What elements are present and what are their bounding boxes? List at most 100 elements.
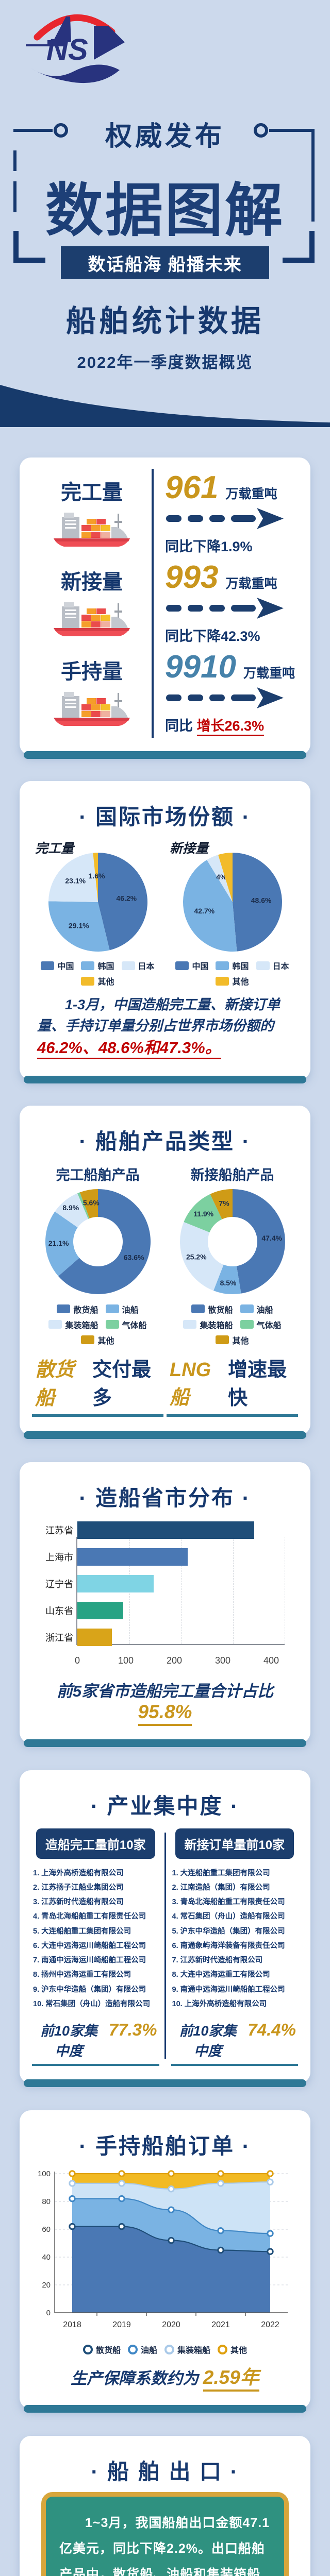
legend-item-气体船: 气体船 (105, 1318, 147, 1331)
deco-line-right (269, 129, 315, 132)
legend-item-韩国: 韩国 (81, 959, 114, 972)
legend-label: 韩国 (232, 962, 249, 971)
card-accent-bar (24, 2405, 306, 2413)
swoosh-divider (0, 385, 330, 427)
company-list-item: 7. 江苏新时代造船有限公司 (172, 1956, 263, 1965)
stat-unit: 万载重吨 (225, 487, 277, 501)
deco-corner-right-h (283, 258, 315, 263)
data-point-散货船-2018 (69, 2223, 76, 2230)
legend-item-集装箱船: 集装箱船 (48, 1318, 98, 1331)
province-bar-chart: 江苏省 上海市 辽宁省 山东省 浙江省 0 100 200 300 400 (33, 1521, 285, 1668)
card-accent-bar (24, 1075, 306, 1083)
note-highlight: 95.8% (138, 1701, 192, 1726)
bar-江苏省 (77, 1521, 255, 1539)
card-industry-concentration: · 产业集中度 · 造船完工量前10家 1. 上海外高桥造船有限公司 2. 江苏扬… (20, 1770, 310, 2088)
legend-label: 韩国 (97, 962, 114, 971)
dashed-arrow-icon (166, 508, 284, 529)
dashed-arrow-icon (165, 685, 298, 713)
bar-山东省 (77, 1601, 124, 1619)
callout-text: 交付最多 (92, 1359, 152, 1409)
slice-label: 47.4% (261, 1233, 282, 1242)
donut-title: 完工船舶产品 (56, 1167, 140, 1183)
card-accent-bar (24, 1431, 306, 1439)
cansi-logo: NS (26, 14, 125, 83)
note-highlight: 46.2%、48.6%和47.3%。 (37, 1039, 221, 1059)
legend-label: 气体船 (256, 1321, 282, 1330)
data-point-散货船-2021 (217, 2246, 224, 2254)
donut-chart-completed: 63.6% 21.1% 8.9% 5.6% (41, 1185, 155, 1301)
ship-icon (51, 599, 133, 642)
exports-paragraph-1: 1~3月，我国船舶出口金额47.1亿美元，同比下降2.2%。出口船舶产品中，散货… (59, 2516, 270, 2576)
pie-title: 完工量 (35, 841, 74, 856)
ship-icon (54, 512, 130, 547)
stat-value: 993 (165, 560, 219, 595)
stat-note-red: 增长26.3% (196, 718, 265, 736)
slice-韩国 (183, 859, 237, 952)
stat-unit: 万载重吨 (225, 577, 277, 591)
bar-track (77, 1548, 271, 1566)
completed-products-donut-group: 完工船舶产品 63.6% 21.1% 8.9% 5.6% 散货船 油船 集装箱船 气体船 其他… (32, 1161, 163, 1418)
note-text: 前5家省市造船完工量合计占比 (56, 1682, 274, 1700)
note-text: 生产保障系数约为 (71, 2369, 203, 2388)
legend-item-日本: 日本 (256, 959, 289, 972)
legend-swatch (216, 1335, 229, 1344)
new-products-donut-group: 新接船舶产品 47.4% 8.5% 25.2% 11.9% 7% 散货船 油船 集装箱船 气体… (167, 1161, 298, 1418)
bar-track (77, 1601, 271, 1619)
slice-日本 (206, 855, 233, 902)
deco-ring-right (254, 123, 268, 138)
x-axis-tick: 2020 (162, 2320, 180, 2329)
bar-row-辽宁省: 辽宁省 (33, 1574, 271, 1592)
slice-其他 (218, 853, 233, 902)
slice-label: 1.6% (88, 872, 105, 880)
slice-label: 42.7% (194, 907, 214, 915)
orderbook-note: 生产保障系数约为 2.59年 (32, 2362, 298, 2392)
data-point-油船-2019 (118, 2195, 125, 2202)
company-list-item: 3. 青岛北海船舶重工有限责任公司 (172, 1898, 285, 1907)
section-title-product-types: · 船舶产品类型 · (79, 1129, 251, 1154)
section-title-concentration: · 产业集中度 · (90, 1793, 240, 1818)
bar-category-label: 浙江省 (45, 1632, 73, 1643)
legend-swatch (240, 1304, 254, 1313)
axis-tick-label: 100 (118, 1655, 134, 1666)
company-list-item: 8. 大连中远海运重工有限公司 (172, 1971, 270, 1979)
note-text: 前10家集中度 (179, 2023, 237, 2059)
stat-row-orderbook: 手持量 9910 万载重吨 同比 增长26.3% (32, 648, 298, 738)
legend-label: 集装箱船 (65, 1321, 98, 1330)
axis-tick-label: 400 (263, 1655, 279, 1666)
section-title-exports: · 船 舶 出 口 · (91, 2460, 239, 2484)
company-list-item: 10. 常石集团（舟山）造船有限公司 (33, 1999, 151, 2008)
slice-集装箱船 (54, 1193, 88, 1228)
completions-top10-column: 造船完工量前10家 1. 上海外高桥造船有限公司 2. 江苏扬子江船业集团公司 3.… (32, 1825, 159, 2066)
pie-chart-new-orders: 48.6% 42.7% 4% (180, 850, 285, 957)
pie-chart-completions: 46.2% 29.1% 23.1% 1.6% (45, 850, 151, 957)
legend-item-日本: 日本 (121, 959, 155, 972)
company-list-item: 7. 南通中远海运川崎船舶工程公司 (33, 1956, 146, 1965)
deco-line-left (13, 129, 53, 132)
data-point-散货船-2019 (118, 2223, 125, 2230)
legend-label: 油船 (122, 1306, 139, 1315)
company-list-item: 1. 上海外高桥造船有限公司 (33, 1869, 124, 1877)
y-axis-tick: 100 (38, 2170, 51, 2178)
y-axis-tick: 20 (42, 2281, 51, 2290)
bar-浙江省 (77, 1628, 112, 1646)
deco-vline-right (311, 129, 315, 222)
callout-bulk-carrier: 散货船 交付最多 (32, 1353, 163, 1417)
legend-swatch (183, 1320, 197, 1329)
slice-label: 63.6% (123, 1253, 144, 1261)
bar-row-上海市: 上海市 (33, 1548, 271, 1566)
card-accent-bar (24, 1739, 306, 1747)
legend-label: 油船 (140, 2346, 157, 2355)
legend-swatch (256, 961, 270, 970)
slice-韩国 (48, 901, 110, 952)
pie-legend: 中国 韩国 日本 其他 (32, 959, 163, 987)
section-title-market-share: · 国际市场份额 · (79, 805, 251, 829)
new-orders-pie-group: 新接量 48.6% 42.7% 4% 中国 韩国 日本 其他 (167, 836, 298, 987)
x-axis-tick: 2022 (261, 2320, 279, 2329)
card-market-share: · 国际市场份额 · 完工量 46.2% 29.1% 23.1% 1.6% 中国 韩国 日… (20, 781, 310, 1083)
logo-bow (94, 26, 125, 60)
slice-日本 (48, 853, 98, 902)
legend-swatch (48, 1320, 62, 1329)
slice-集装箱船 (179, 1222, 224, 1291)
pie-legend: 中国 韩国 日本 其他 (167, 959, 298, 987)
legend-label: 气体船 (122, 1321, 147, 1330)
